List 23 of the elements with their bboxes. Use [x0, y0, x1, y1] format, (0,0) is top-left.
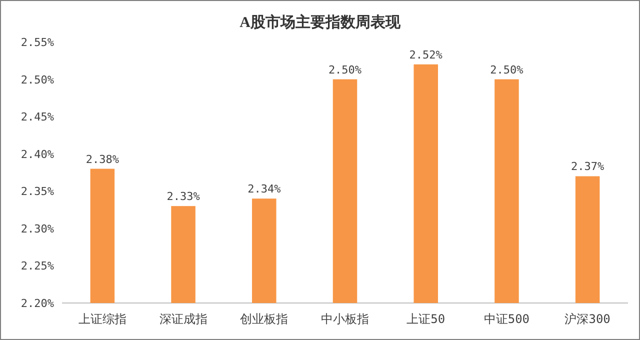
y-tick-label: 2.55% — [20, 36, 54, 49]
y-tick-label: 2.50% — [20, 73, 54, 86]
y-tick-label: 2.25% — [20, 260, 54, 273]
x-tick-label: 上证综指 — [78, 312, 126, 326]
x-tick-label: 沪深300 — [564, 312, 610, 326]
x-tick-label: 创业板指 — [240, 312, 288, 326]
y-tick-label: 2.30% — [20, 222, 54, 236]
data-label: 2.52% — [409, 48, 443, 62]
y-tick-label: 2.35% — [20, 185, 54, 198]
data-label: 2.38% — [86, 152, 120, 166]
data-label: 2.37% — [571, 160, 604, 174]
y-tick-label: 2.45% — [20, 110, 54, 124]
y-tick-label: 2.20% — [20, 297, 54, 310]
data-label: 2.50% — [328, 63, 362, 76]
x-tick-label: 中证500 — [484, 312, 530, 326]
data-label: 2.34% — [248, 182, 282, 196]
data-label: 2.33% — [166, 190, 200, 204]
x-tick-label: 上证50 — [406, 312, 446, 326]
y-tick-label: 2.40% — [20, 148, 54, 161]
x-tick-label: 深证成指 — [159, 312, 208, 326]
data-label: 2.50% — [490, 63, 524, 76]
chart-title: A股市场主要指数周表现 — [240, 13, 402, 31]
x-tick-label: 中小板指 — [321, 312, 369, 326]
